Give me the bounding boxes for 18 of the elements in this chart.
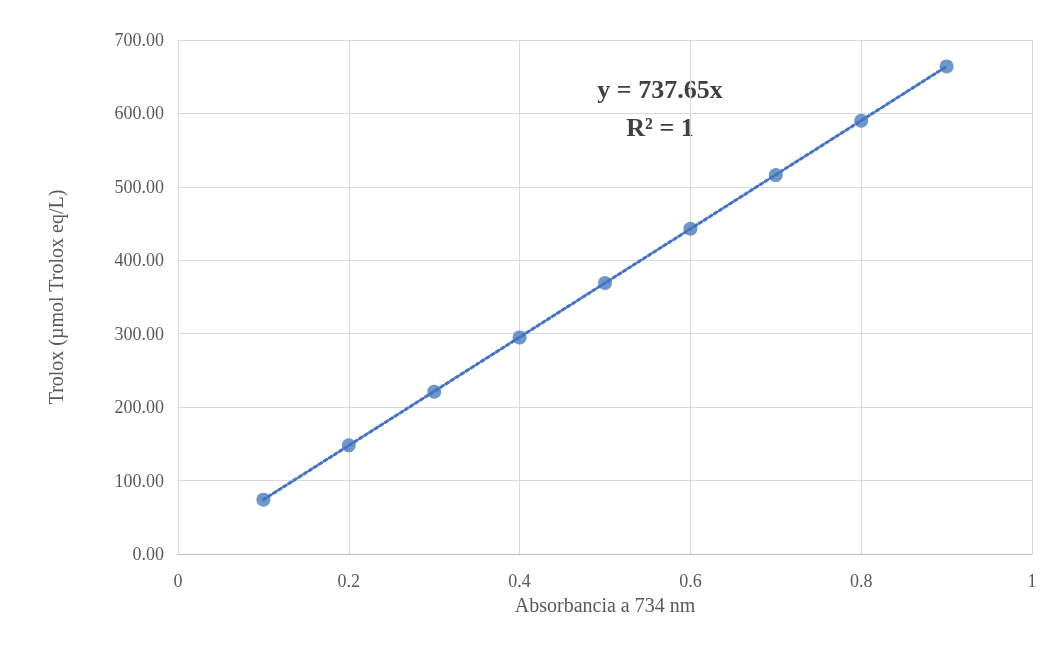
x-tick-label: 0 xyxy=(173,571,183,591)
annotation: y = 737.65x xyxy=(597,74,723,104)
y-tick-label: 300.00 xyxy=(114,323,164,344)
y-tick-label: 700.00 xyxy=(114,30,164,50)
x-tick-label: 0.8 xyxy=(849,571,873,591)
y-tick-label: 100.00 xyxy=(114,470,164,491)
annotation: R² = 1 xyxy=(626,112,694,142)
y-tick-label: 200.00 xyxy=(114,397,164,418)
x-tick-label: 0.2 xyxy=(337,571,361,591)
y-tick-label: 0.00 xyxy=(132,544,164,564)
x-tick-label: 1 xyxy=(1027,571,1037,591)
y-tick-label: 600.00 xyxy=(114,103,164,124)
y-tick-label: 500.00 xyxy=(114,176,164,197)
x-tick-label: 0.6 xyxy=(679,571,702,591)
y-axis-title: Trolox (µmol Trolox eq/L) xyxy=(45,189,68,405)
y-tick-label: 400.00 xyxy=(114,250,164,271)
x-tick-label: 0.4 xyxy=(508,571,531,591)
x-axis-title: Absorbancia a 734 nm xyxy=(514,593,696,616)
